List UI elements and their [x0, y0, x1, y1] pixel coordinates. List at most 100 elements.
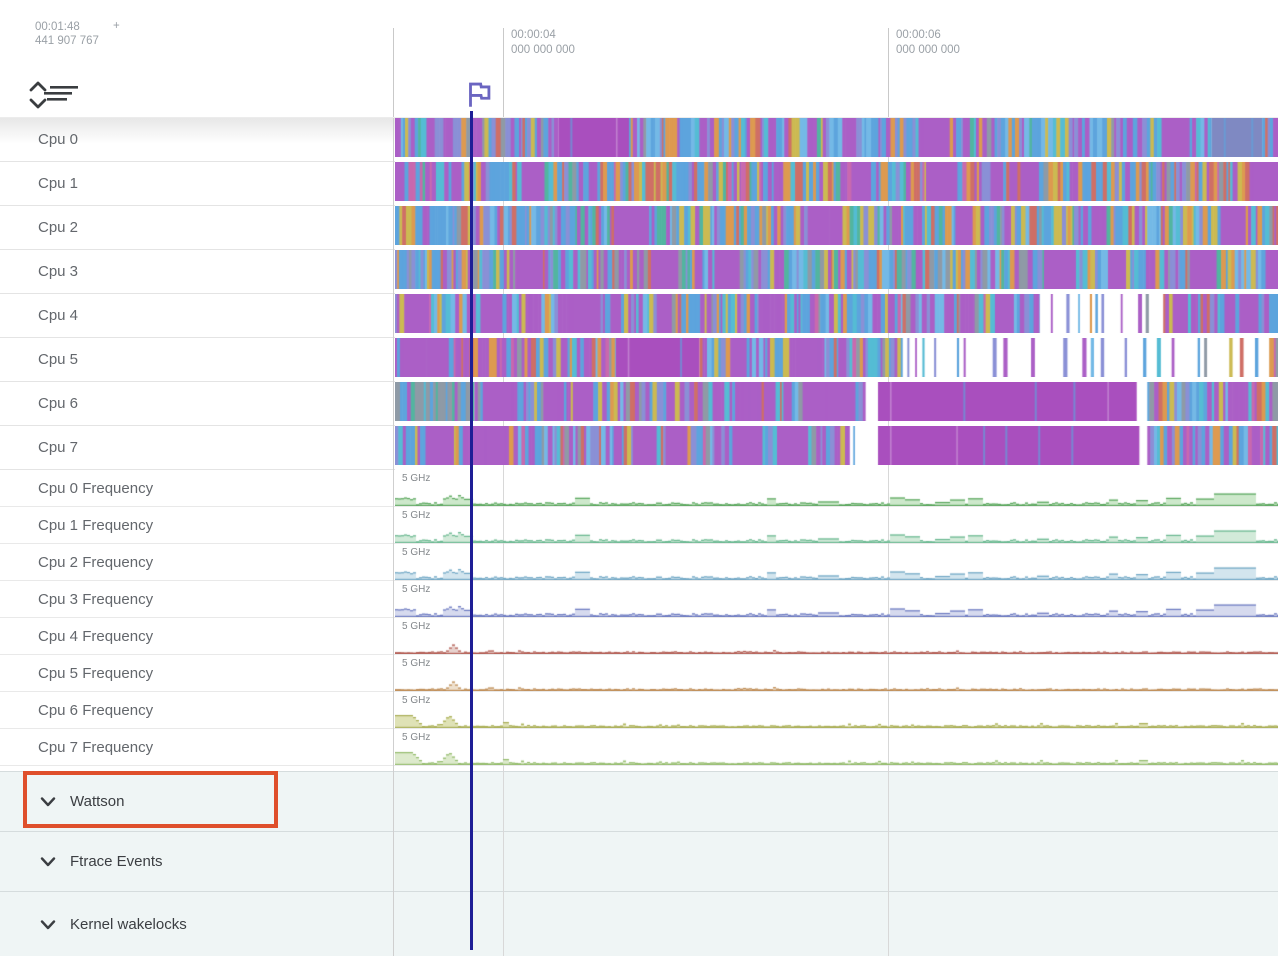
track-timeline-cell[interactable] — [395, 118, 1278, 162]
selection-plus: + — [113, 20, 120, 32]
track-timeline-cell[interactable] — [395, 426, 1278, 470]
track-label-cell[interactable]: Cpu 4 — [0, 294, 395, 338]
track-label-cell[interactable]: Cpu 4 Frequency — [0, 618, 395, 654]
track-label-cell[interactable]: Cpu 5 Frequency — [0, 655, 395, 691]
track-timeline-cell[interactable]: 5 GHz — [395, 729, 1278, 765]
chevron-down-icon[interactable] — [40, 919, 56, 930]
cpu-frequency-canvas[interactable] — [395, 545, 1278, 580]
cpu-sched-canvas[interactable] — [395, 426, 1278, 465]
track-label-cell[interactable]: Cpu 6 Frequency — [0, 692, 395, 728]
track-label-cell[interactable]: Cpu 7 Frequency — [0, 729, 395, 765]
chevron-down-icon[interactable] — [40, 796, 56, 807]
track-timeline-cell[interactable]: 5 GHz — [395, 692, 1278, 728]
track-timeline-cell[interactable]: 5 GHz — [395, 470, 1278, 506]
track-group-label: Ftrace Events — [70, 853, 163, 870]
cpu-sched-canvas[interactable] — [395, 118, 1278, 157]
track-label-cell[interactable]: Cpu 1 — [0, 162, 395, 206]
track-label-cell[interactable]: Cpu 3 Frequency — [0, 581, 395, 617]
track-timeline-cell[interactable]: 5 GHz — [395, 581, 1278, 617]
cpu-frequency-canvas[interactable] — [395, 471, 1278, 506]
chevron-down-icon[interactable] — [40, 856, 56, 867]
track-label: Cpu 3 — [38, 263, 79, 280]
cpu-frequency-track-row[interactable]: Cpu 2 Frequency 5 GHz — [0, 544, 1278, 581]
track-label: Cpu 5 Frequency — [38, 664, 154, 682]
track-label-cell[interactable]: Cpu 7 — [0, 426, 395, 470]
track-timeline-cell[interactable] — [395, 250, 1278, 294]
track-label: Cpu 6 Frequency — [38, 701, 154, 719]
timebar: 00:01:48 + 441 907 767 00:00:04 000 000 0… — [0, 0, 1278, 117]
cpu-sched-canvas[interactable] — [395, 338, 1278, 377]
track-timeline-cell[interactable]: 5 GHz — [395, 655, 1278, 691]
track-timeline-cell[interactable]: 5 GHz — [395, 544, 1278, 580]
flag-icon[interactable] — [462, 77, 496, 111]
cpu-frequency-track-row[interactable]: Cpu 1 Frequency 5 GHz — [0, 507, 1278, 544]
track-label: Cpu 1 Frequency — [38, 516, 154, 534]
time-tick — [888, 28, 889, 117]
cpu-frequency-track-row[interactable]: Cpu 7 Frequency 5 GHz — [0, 729, 1278, 766]
track-timeline-cell[interactable] — [395, 206, 1278, 250]
cpu-track-row[interactable]: Cpu 3 — [0, 250, 1278, 294]
selection-time: 00:01:48 — [35, 21, 80, 33]
track-label: Cpu 2 — [38, 219, 79, 236]
track-timeline-cell[interactable] — [395, 294, 1278, 338]
track-label-cell[interactable]: Cpu 5 — [0, 338, 395, 382]
cpu-sched-canvas[interactable] — [395, 294, 1278, 333]
track-timeline-cell[interactable] — [395, 338, 1278, 382]
track-group-header-wattson[interactable]: Wattson — [0, 771, 1278, 831]
selection-nanos: 441 907 767 — [35, 35, 99, 47]
sort-icon[interactable] — [44, 85, 80, 101]
cpu-track-row[interactable]: Cpu 6 — [0, 382, 1278, 426]
cpu-frequency-canvas[interactable] — [395, 656, 1278, 691]
cpu-track-row[interactable]: Cpu 4 — [0, 294, 1278, 338]
cpu-frequency-canvas[interactable] — [395, 619, 1278, 654]
cpu-frequency-track-row[interactable]: Cpu 4 Frequency 5 GHz — [0, 618, 1278, 655]
cpu-track-row[interactable]: Cpu 7 — [0, 426, 1278, 470]
cpu-sched-canvas[interactable] — [395, 250, 1278, 289]
cpu-frequency-track-row[interactable]: Cpu 3 Frequency 5 GHz — [0, 581, 1278, 618]
cpu-frequency-track-row[interactable]: Cpu 5 Frequency 5 GHz — [0, 655, 1278, 692]
cpu-track-row[interactable]: Cpu 0 — [0, 118, 1278, 162]
cpu-frequency-track-row[interactable]: Cpu 0 Frequency 5 GHz — [0, 470, 1278, 507]
track-label-cell[interactable]: Cpu 2 — [0, 206, 395, 250]
cpu-sched-canvas[interactable] — [395, 162, 1278, 201]
time-tick — [503, 28, 504, 117]
gridline — [393, 118, 394, 956]
tick-label: 00:00:06 000 000 000 — [896, 29, 960, 56]
track-timeline-cell[interactable] — [395, 382, 1278, 426]
cpu-track-row[interactable]: Cpu 5 — [0, 338, 1278, 382]
track-label-cell[interactable]: Cpu 6 — [0, 382, 395, 426]
track-label: Cpu 5 — [38, 351, 79, 368]
cpu-frequency-canvas[interactable] — [395, 693, 1278, 728]
cpu-frequency-canvas[interactable] — [395, 582, 1278, 617]
track-group-label: Kernel wakelocks — [70, 916, 187, 933]
track-label: Cpu 6 — [38, 395, 79, 412]
track-group-header-kernel-wakelocks[interactable]: Kernel wakelocks — [0, 891, 1278, 956]
track-label: Cpu 2 Frequency — [38, 553, 154, 571]
track-label: Cpu 4 Frequency — [38, 627, 154, 645]
track-label-cell[interactable]: Cpu 2 Frequency — [0, 544, 395, 580]
cpu-frequency-track-row[interactable]: Cpu 6 Frequency 5 GHz — [0, 692, 1278, 729]
flag-marker-line[interactable] — [470, 111, 473, 950]
track-label-cell[interactable]: Cpu 0 — [0, 118, 395, 162]
track-label: Cpu 7 Frequency — [38, 738, 154, 756]
track-label-cell[interactable]: Cpu 0 Frequency — [0, 470, 395, 506]
unfold-more-icon[interactable] — [27, 80, 49, 110]
track-label-cell[interactable]: Cpu 3 — [0, 250, 395, 294]
track-timeline-cell[interactable]: 5 GHz — [395, 618, 1278, 654]
track-label: Cpu 1 — [38, 175, 79, 192]
cpu-sched-canvas[interactable] — [395, 382, 1278, 421]
cpu-sched-canvas[interactable] — [395, 206, 1278, 245]
track-group-label: Wattson — [70, 793, 125, 810]
cpu-track-row[interactable]: Cpu 2 — [0, 206, 1278, 250]
track-timeline-cell[interactable] — [395, 162, 1278, 206]
track-timeline-cell[interactable]: 5 GHz — [395, 507, 1278, 543]
rows-mount: Cpu 0 Cpu 1 Cpu 2 Cpu 3 — [0, 118, 1278, 956]
cpu-track-row[interactable]: Cpu 1 — [0, 162, 1278, 206]
track-label-cell[interactable]: Cpu 1 Frequency — [0, 507, 395, 543]
track-group-header-ftrace-events[interactable]: Ftrace Events — [0, 831, 1278, 891]
tick-label: 00:00:04 000 000 000 — [511, 29, 575, 56]
cpu-frequency-canvas[interactable] — [395, 730, 1278, 765]
track-label: Cpu 7 — [38, 439, 79, 456]
cpu-frequency-canvas[interactable] — [395, 508, 1278, 543]
